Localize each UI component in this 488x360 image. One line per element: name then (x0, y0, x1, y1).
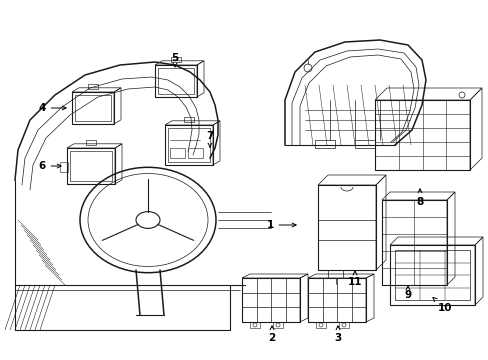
Text: 7: 7 (206, 131, 213, 147)
Bar (374, 100, 469, 170)
Bar (381, 200, 446, 285)
Bar (155, 65, 197, 97)
Bar (315, 322, 325, 328)
Bar (171, 57, 181, 62)
Bar (75, 95, 111, 121)
Bar (183, 117, 194, 122)
Bar (168, 128, 209, 162)
Text: 1: 1 (266, 220, 296, 230)
Bar (170, 148, 184, 158)
Bar (272, 322, 283, 328)
Bar (317, 185, 375, 270)
Text: 9: 9 (404, 286, 411, 300)
Bar (86, 140, 96, 145)
Bar (70, 151, 112, 181)
Bar (242, 278, 299, 322)
Text: 3: 3 (334, 326, 341, 343)
Bar (307, 278, 365, 322)
Text: 8: 8 (415, 189, 423, 207)
Text: 6: 6 (38, 161, 61, 171)
Bar (60, 162, 68, 172)
Bar (249, 322, 260, 328)
Bar (354, 140, 374, 148)
Bar (394, 250, 469, 300)
Bar (389, 245, 474, 305)
Text: 10: 10 (432, 297, 451, 313)
Bar (164, 125, 213, 165)
Text: 11: 11 (347, 271, 362, 287)
Bar (187, 148, 203, 158)
Bar (327, 270, 342, 278)
Text: 5: 5 (171, 53, 178, 67)
Text: 4: 4 (38, 103, 66, 113)
Bar (67, 148, 115, 184)
Bar (314, 140, 334, 148)
Bar (338, 322, 348, 328)
Bar (158, 68, 194, 94)
Bar (88, 84, 98, 89)
Text: 2: 2 (268, 326, 275, 343)
Bar (72, 92, 114, 124)
